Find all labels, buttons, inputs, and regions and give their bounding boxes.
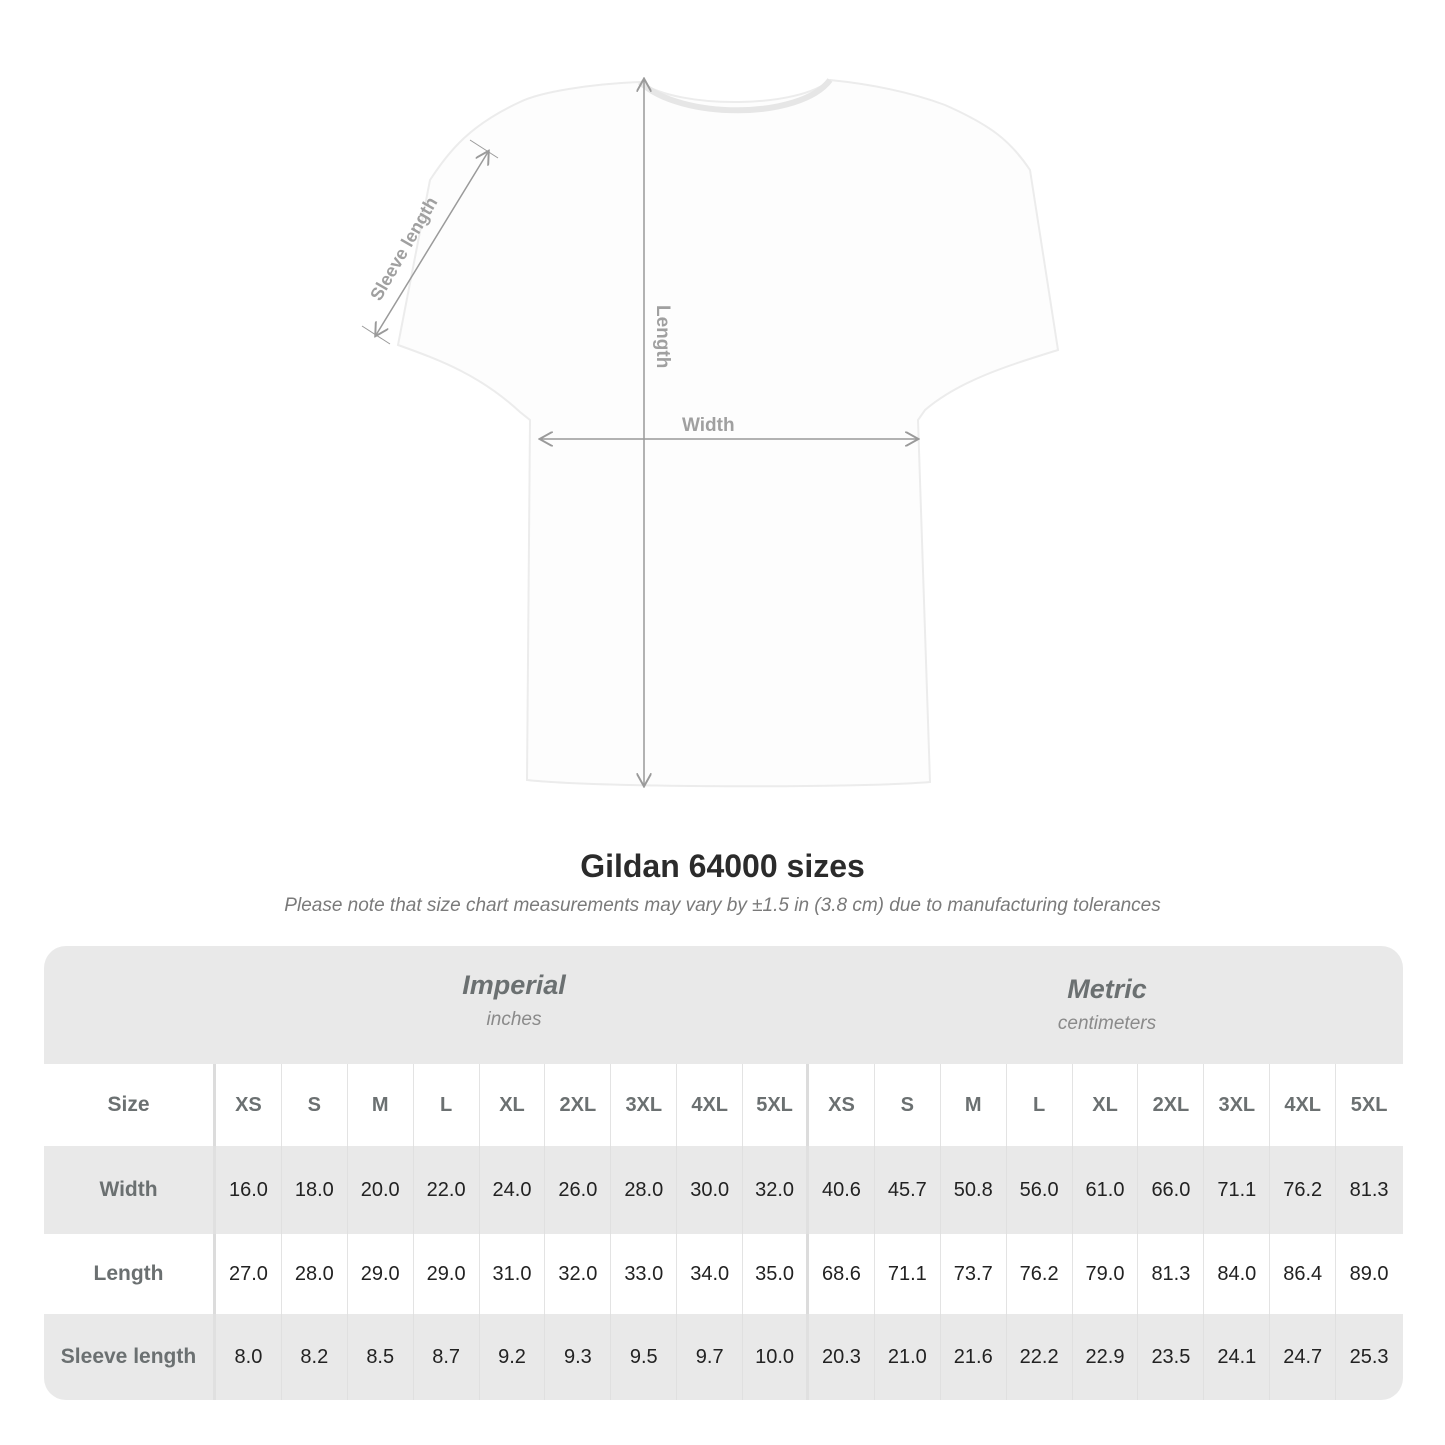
tshirt-diagram: Length Width Sleeve length [361,0,1060,820]
table-cell: 45.7 [875,1146,941,1234]
table-cell: 8.5 [348,1314,414,1400]
size-header-cell: XS [216,1064,282,1146]
table-cell: 8.7 [414,1314,480,1400]
table-cell: 61.0 [1073,1146,1139,1234]
size-header-cell: L [1007,1064,1073,1146]
sleeve-measure-line [376,152,488,335]
table-cell: 73.7 [941,1234,1007,1314]
table-cell: 32.0 [743,1146,810,1234]
table-cell: 9.5 [611,1314,678,1400]
row-label: Sleeve length [44,1314,216,1400]
table-cell: 40.6 [809,1146,875,1234]
table-cell: 25.3 [1349,1345,1389,1368]
table-cell: 21.0 [875,1314,941,1400]
table-cell: 79.0 [1073,1234,1139,1314]
imperial-unit: inches [486,1009,542,1030]
table-cell: 23.5 [1138,1314,1205,1400]
table-cell: 24.0 [480,1146,546,1234]
table-cell: 29.0 [414,1234,480,1314]
table-cell: 50.8 [941,1146,1007,1234]
row-label: Size [44,1064,216,1146]
table-cell: 29.0 [348,1234,414,1314]
table-cell: 27.0 [216,1234,282,1314]
table-cell: 76.2 [1007,1234,1073,1314]
row-label: Length [44,1234,216,1314]
table-cell: 86.4 [1270,1234,1337,1314]
table-cell: 22.2 [1007,1314,1073,1400]
table-cell: 21.6 [941,1314,1007,1400]
table-cell: 76.2 [1270,1146,1337,1234]
table-cell: 28.0 [282,1234,348,1314]
table-cell: 26.0 [545,1146,612,1234]
size-header-cell: 5XL [1350,1093,1388,1116]
table-cell: 32.0 [545,1234,612,1314]
table-row: Length 27.0 28.0 29.0 29.0 31.0 32.0 33.0 34.0 35… [44,1234,1403,1314]
table-cell: 24.1 [1204,1314,1271,1400]
size-header-cell: XS [809,1064,875,1146]
size-header-cell: M [941,1064,1007,1146]
size-header-cell: 3XL [611,1064,678,1146]
table-cell: 35.0 [743,1234,810,1314]
table-cell: 81.3 [1349,1178,1389,1201]
imperial-title: Imperial [462,970,566,1000]
size-header-cell: S [282,1064,348,1146]
table-cell: 56.0 [1007,1146,1073,1234]
table-cell: 33.0 [611,1234,678,1314]
table-cell: 18.0 [282,1146,348,1234]
table-cell: 30.0 [677,1146,744,1234]
table-cell: 66.0 [1138,1146,1205,1234]
size-header-cell: 3XL [1204,1064,1271,1146]
size-header-cell: XL [480,1064,546,1146]
size-header-row: Size XS S M L XL 2XL 3XL 4XL 5XL XS S M L XL 2XL 3XL 4XL 5… [44,1064,1403,1146]
size-header-cell: S [875,1064,941,1146]
table-row: Width 16.0 18.0 20.0 22.0 24.0 26.0 28.0 30.0 32.… [44,1146,1403,1234]
table-cell: 24.7 [1270,1314,1337,1400]
table-cell: 84.0 [1204,1234,1271,1314]
size-table: Imperial inches Metric centimeters Size X… [44,946,1403,1400]
row-label: Width [44,1146,216,1234]
table-cell: 8.2 [282,1314,348,1400]
table-cell: 16.0 [216,1146,282,1234]
table-cell: 68.6 [809,1234,875,1314]
table-cell: 31.0 [480,1234,546,1314]
table-cell: 20.3 [809,1314,875,1400]
table-cell: 81.3 [1138,1234,1205,1314]
table-cell: 20.0 [348,1146,414,1234]
table-row: Sleeve length 8.0 8.2 8.5 8.7 9.2 9.3 9.5 9.7 10.… [44,1314,1403,1400]
table-cell: 22.0 [414,1146,480,1234]
table-cell: 34.0 [677,1234,744,1314]
size-header-cell: 2XL [545,1064,612,1146]
metric-header: Metric centimeters [811,946,1403,1064]
table-cell: 71.1 [1204,1146,1271,1234]
table-cell: 9.3 [545,1314,612,1400]
page-title: Gildan 64000 sizes [580,848,865,884]
table-cell: 71.1 [875,1234,941,1314]
metric-title: Metric [1067,974,1147,1004]
table-cell: 10.0 [743,1314,810,1400]
metric-unit: centimeters [1057,1013,1157,1034]
imperial-header: Imperial inches [217,946,811,1064]
table-cell: 9.2 [480,1314,546,1400]
size-header-cell: 4XL [1270,1064,1337,1146]
size-header-cell: 2XL [1138,1064,1205,1146]
size-header-cell: M [348,1064,414,1146]
tolerance-note: Please note that size chart measurements… [284,895,1161,916]
table-cell: 28.0 [611,1146,678,1234]
size-header-cell: XL [1073,1064,1139,1146]
size-header-cell: 4XL [677,1064,744,1146]
table-cell: 8.0 [216,1314,282,1400]
width-label: Width [682,415,735,436]
size-header-cell: 5XL [743,1064,810,1146]
table-cell: 9.7 [677,1314,744,1400]
length-label: Length [652,305,673,368]
size-header-cell: L [414,1064,480,1146]
table-cell: 89.0 [1349,1262,1389,1285]
table-cell: 22.9 [1073,1314,1139,1400]
